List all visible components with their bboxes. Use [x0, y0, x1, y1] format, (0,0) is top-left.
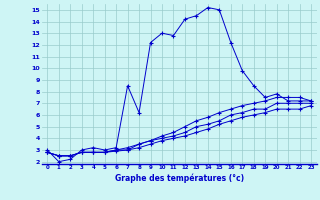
X-axis label: Graphe des températures (°c): Graphe des températures (°c) — [115, 173, 244, 183]
